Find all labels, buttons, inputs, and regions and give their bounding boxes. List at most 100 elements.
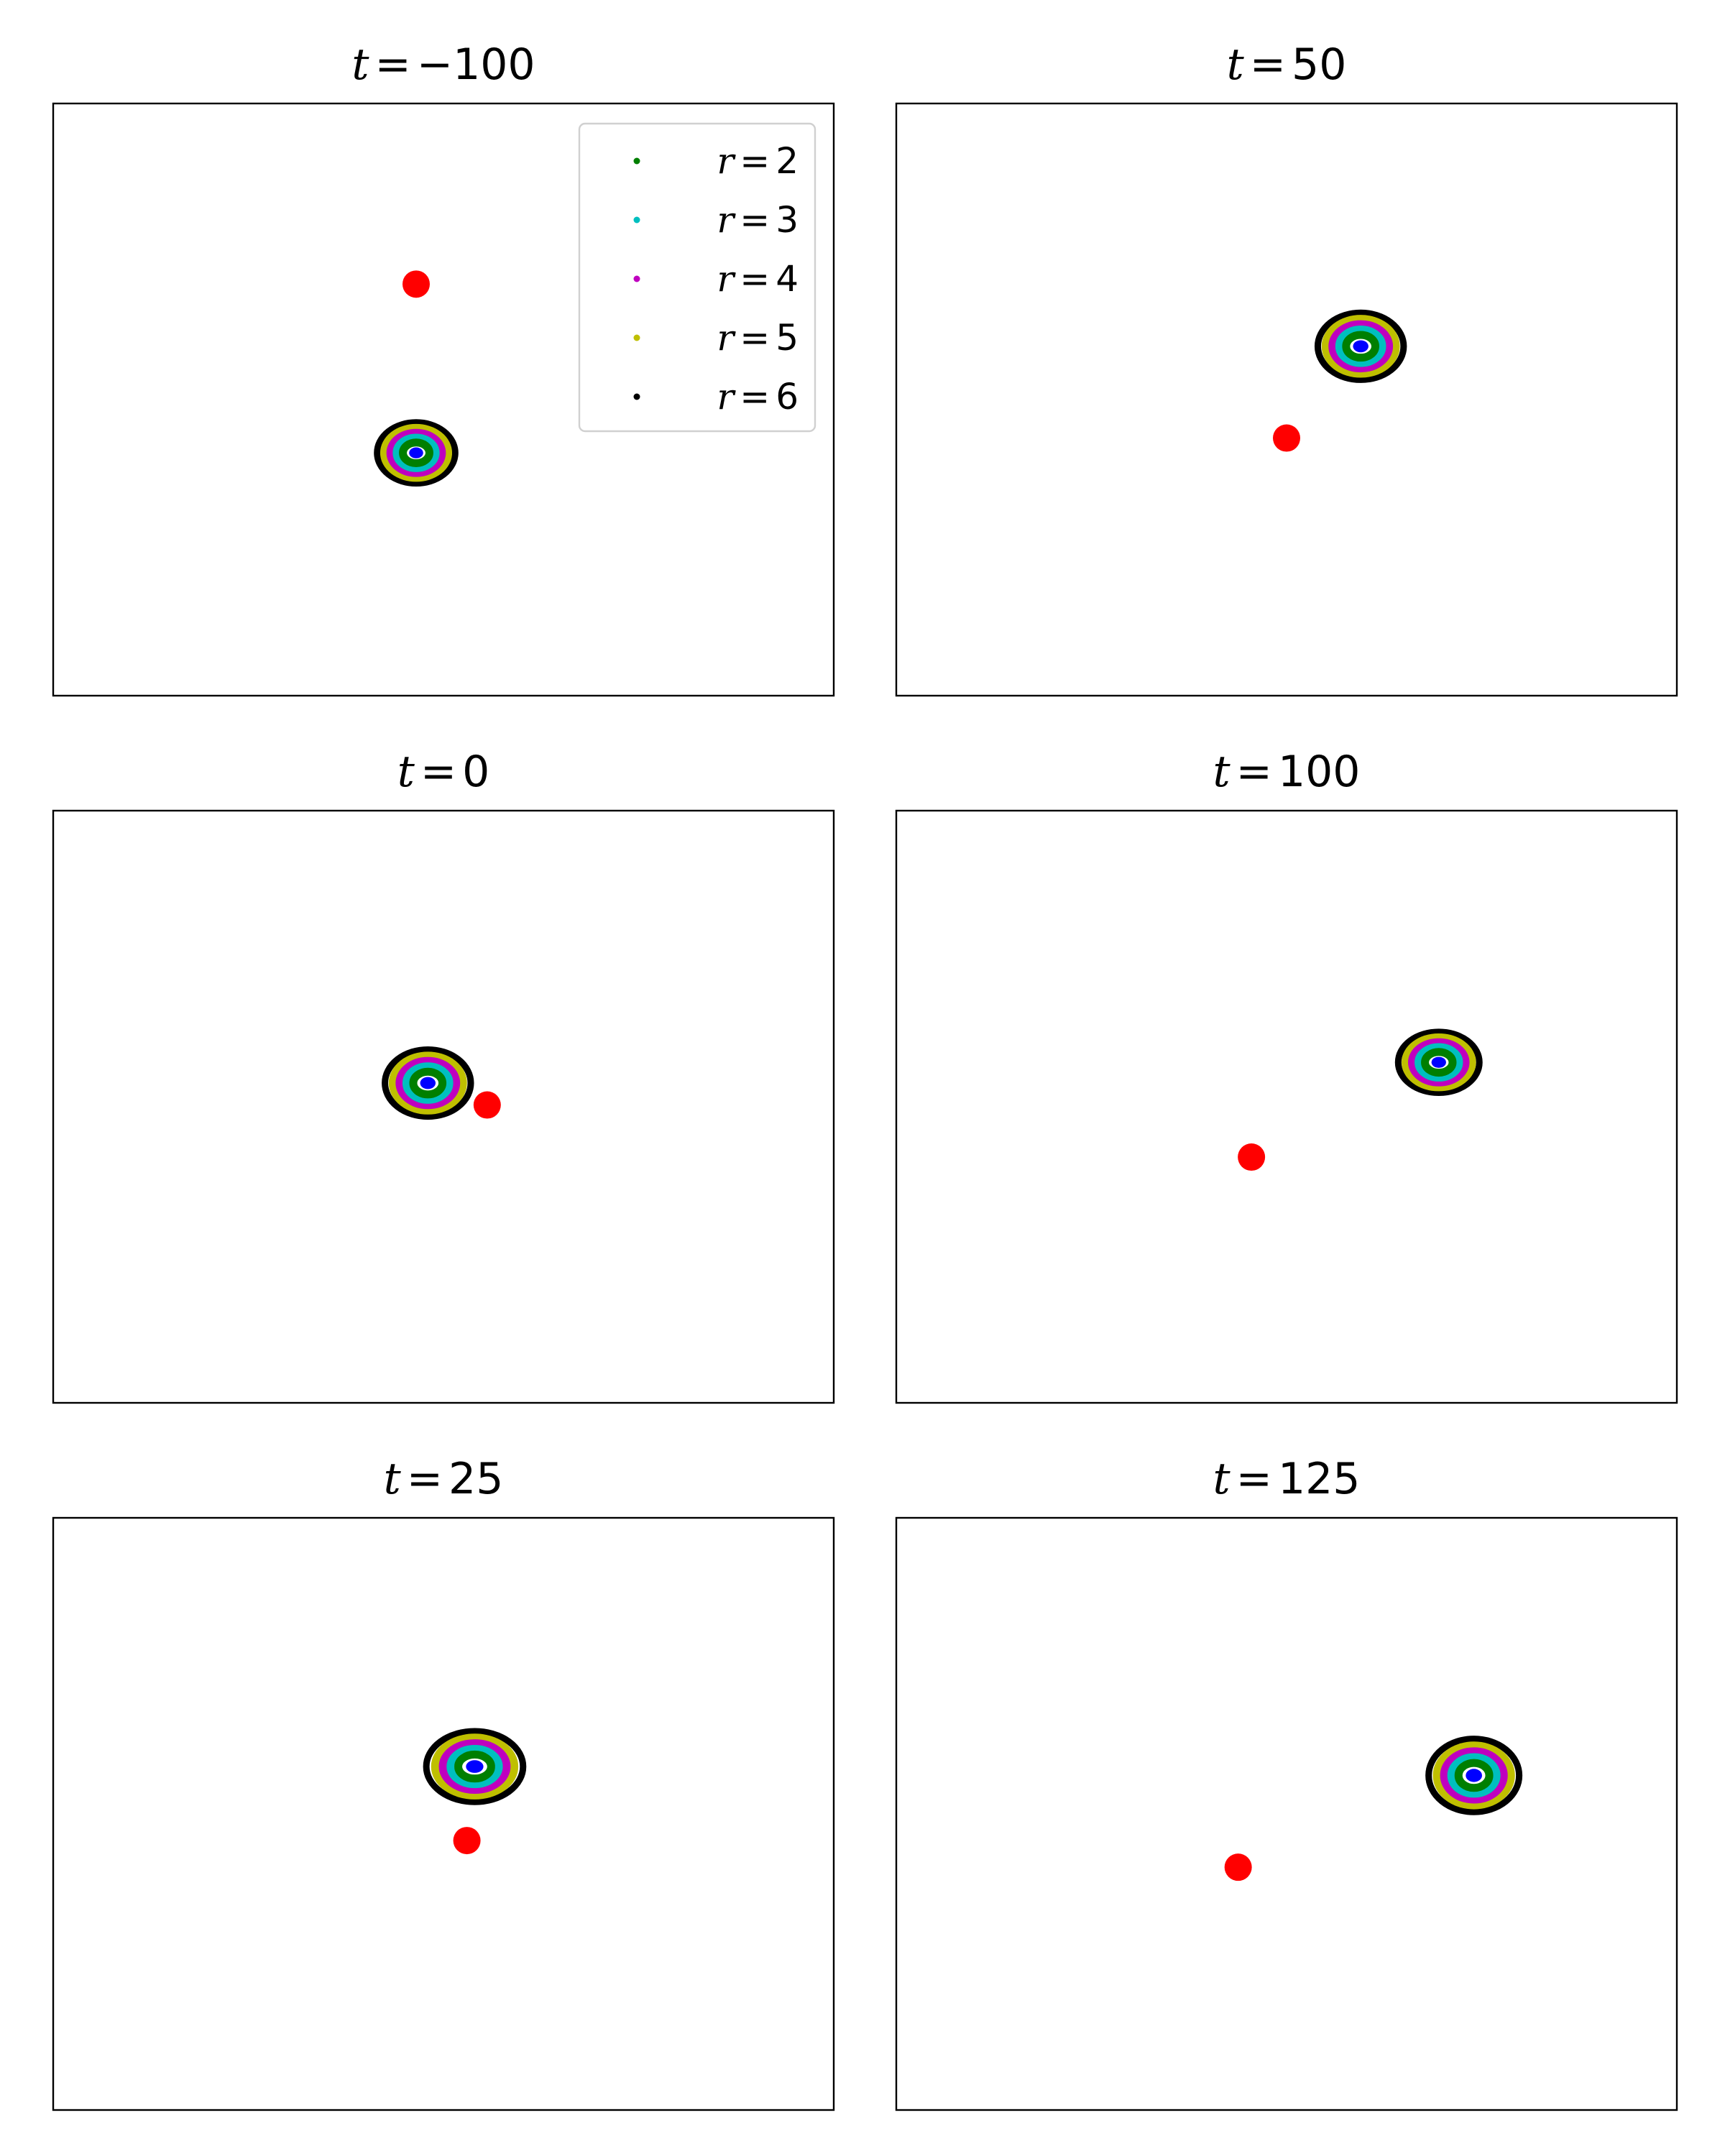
cluster [1425, 1736, 1523, 1815]
legend-marker [633, 157, 640, 165]
legend-operator: = [740, 140, 770, 182]
marker-point [402, 270, 430, 298]
ring-2 [399, 438, 433, 468]
cluster [1394, 1028, 1483, 1097]
title-operator: = [1250, 40, 1286, 90]
legend-label: r = 2 [717, 140, 799, 182]
panel-4: t = 100 [895, 747, 1678, 1404]
title-value: 50 [1292, 40, 1346, 90]
legend-value: 4 [776, 258, 799, 300]
ring-6 [382, 1046, 474, 1120]
title-operator: = [375, 40, 411, 90]
marker-point [473, 1091, 501, 1119]
cluster [382, 1046, 474, 1120]
panel-5: t = 25 [52, 1454, 835, 2111]
ring-core [1466, 1769, 1482, 1782]
cluster [1314, 309, 1407, 383]
legend-variable: r [717, 140, 736, 182]
legend-marker [633, 393, 640, 400]
legend-value: 3 [776, 199, 799, 241]
legend-marker [633, 275, 640, 282]
legend-variable: r [717, 199, 736, 241]
marker-point [1238, 1143, 1266, 1171]
title-variable: t [1213, 1454, 1231, 1504]
ring-2 [1454, 1759, 1494, 1792]
panel-title: t = 50 [1227, 40, 1347, 90]
ring-3 [1335, 326, 1386, 367]
legend-operator: = [740, 376, 770, 418]
ring-5 [431, 1733, 519, 1800]
title-variable: t [384, 1454, 402, 1504]
panel-frame [895, 809, 1678, 1404]
ring-4 [438, 1739, 511, 1795]
ring-6 [423, 1728, 527, 1805]
legend-label: r = 4 [717, 258, 799, 300]
legend-entry: r = 3 [633, 199, 799, 241]
title-variable: t [1227, 40, 1245, 90]
legend-marker [633, 334, 640, 341]
panel-frame [895, 102, 1678, 697]
marker-point [1224, 1853, 1252, 1881]
panel-3: t = 0 [52, 747, 835, 1404]
panel-title: t = 125 [1213, 1454, 1361, 1504]
title-value: 125 [1278, 1454, 1361, 1504]
legend-entry: r = 4 [633, 258, 799, 300]
title-operator: = [420, 747, 456, 797]
marker-point [453, 1827, 481, 1855]
ring-6 [1394, 1028, 1483, 1097]
ring-6 [1425, 1736, 1523, 1815]
ring-4 [386, 428, 446, 477]
ring-3 [446, 1745, 503, 1789]
legend-variable: r [717, 317, 736, 359]
marker-point [1273, 424, 1300, 452]
legend-operator: = [740, 317, 770, 359]
ring-4 [1328, 320, 1394, 373]
panel-title: t = 0 [397, 747, 490, 797]
legend-operator: = [740, 199, 770, 241]
ring-4 [1407, 1038, 1470, 1087]
title-operator: = [1236, 747, 1272, 797]
ring-2 [454, 1750, 495, 1783]
title-variable: t [397, 747, 415, 797]
title-value: 25 [448, 1454, 503, 1504]
legend-value: 2 [776, 140, 799, 182]
legend-marker [633, 216, 640, 224]
ring-5 [380, 423, 453, 482]
legend-label: r = 3 [717, 199, 799, 241]
ring-5 [1401, 1033, 1476, 1092]
ring-3 [1414, 1043, 1463, 1082]
panel-title: t = 25 [384, 1454, 504, 1504]
ring-2 [1421, 1048, 1457, 1077]
ring-6 [1314, 309, 1407, 383]
title-operator: = [407, 1454, 443, 1504]
ring-core [466, 1760, 484, 1773]
panel-frame [895, 1516, 1678, 2111]
ring-5 [388, 1051, 467, 1115]
panel-title: t = −100 [351, 40, 535, 90]
legend-value: 6 [776, 376, 799, 418]
cluster [374, 419, 459, 487]
legend-label: r = 6 [717, 376, 799, 418]
panel-6: t = 125 [895, 1454, 1678, 2111]
title-value: 0 [462, 747, 489, 797]
title-variable: t [1213, 747, 1231, 797]
ring-3 [392, 433, 440, 472]
ring-2 [409, 1067, 447, 1099]
legend-variable: r [717, 258, 736, 300]
panel-2: t = 50 [895, 40, 1678, 697]
title-operator: = [1236, 1454, 1272, 1504]
ring-4 [1440, 1747, 1508, 1804]
ring-core [1353, 340, 1368, 353]
ring-4 [395, 1056, 461, 1110]
legend-variable: r [717, 376, 736, 418]
ring-3 [402, 1062, 454, 1104]
legend: r = 2r = 3r = 4r = 5r = 6 [578, 122, 816, 433]
ring-core [420, 1077, 436, 1089]
panel-frame [52, 1516, 835, 2111]
ring-5 [1432, 1741, 1515, 1810]
ring-core [409, 447, 423, 459]
legend-operator: = [740, 258, 770, 300]
legend-entry: r = 2 [633, 140, 799, 182]
